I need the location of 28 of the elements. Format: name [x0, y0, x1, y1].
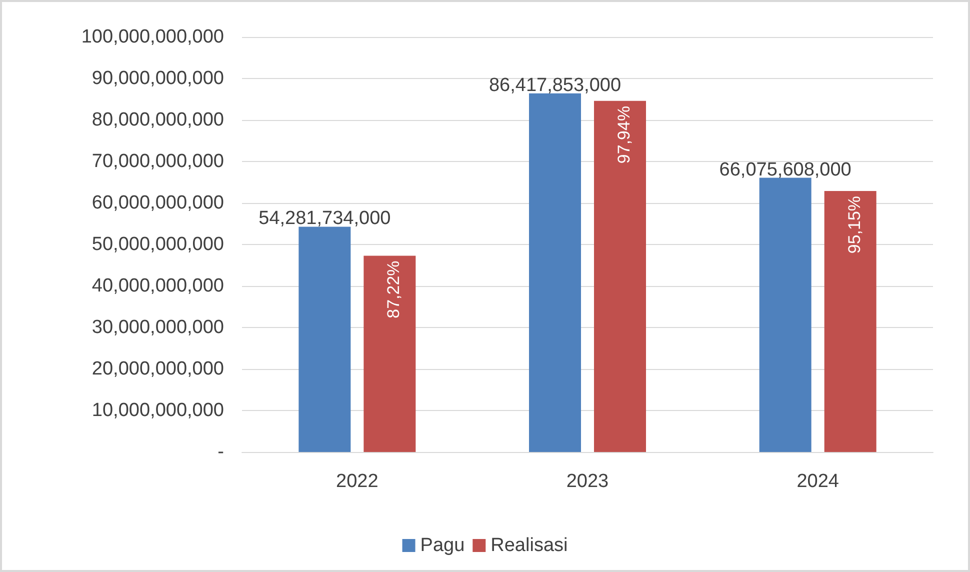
legend-label: Realisasi [490, 535, 568, 556]
y-tick-label: 50,000,000,000 [92, 234, 224, 255]
bar [759, 178, 812, 452]
x-tick-label: 2024 [796, 471, 840, 492]
y-tick-label: 80,000,000,000 [92, 110, 224, 130]
annotation: 95,15% [844, 196, 864, 254]
y-tick-label: 60,000,000,000 [92, 192, 224, 214]
y-tick-label: 20,000,000,000 [92, 358, 224, 380]
y-tick-label: 40,000,000,000 [92, 276, 224, 296]
annotation: 97,94% [614, 106, 634, 164]
y-tick-label: 10,000,000,000 [92, 400, 224, 421]
x-tick-label: 2023 [566, 471, 609, 492]
bar [298, 226, 351, 452]
data-label: 54,281,734,000 [258, 208, 391, 230]
bar [594, 100, 646, 452]
y-tick-label: 100,000,000,000 [81, 26, 224, 48]
bar [824, 190, 876, 452]
annotation: 87,22% [384, 260, 404, 318]
y-tick-label: 70,000,000,000 [92, 151, 224, 172]
legend-label: Pagu [420, 535, 465, 556]
x-tick-label: 2022 [336, 471, 378, 492]
y-tick-label: 30,000,000,000 [92, 317, 224, 338]
data-label: 66,075,608,000 [719, 159, 852, 180]
y-tick-label: 90,000,000,000 [92, 68, 224, 89]
bar [529, 93, 581, 452]
bar [364, 256, 416, 452]
data-label: 86,417,853,000 [488, 74, 622, 96]
y-tick-label: - [218, 442, 224, 462]
